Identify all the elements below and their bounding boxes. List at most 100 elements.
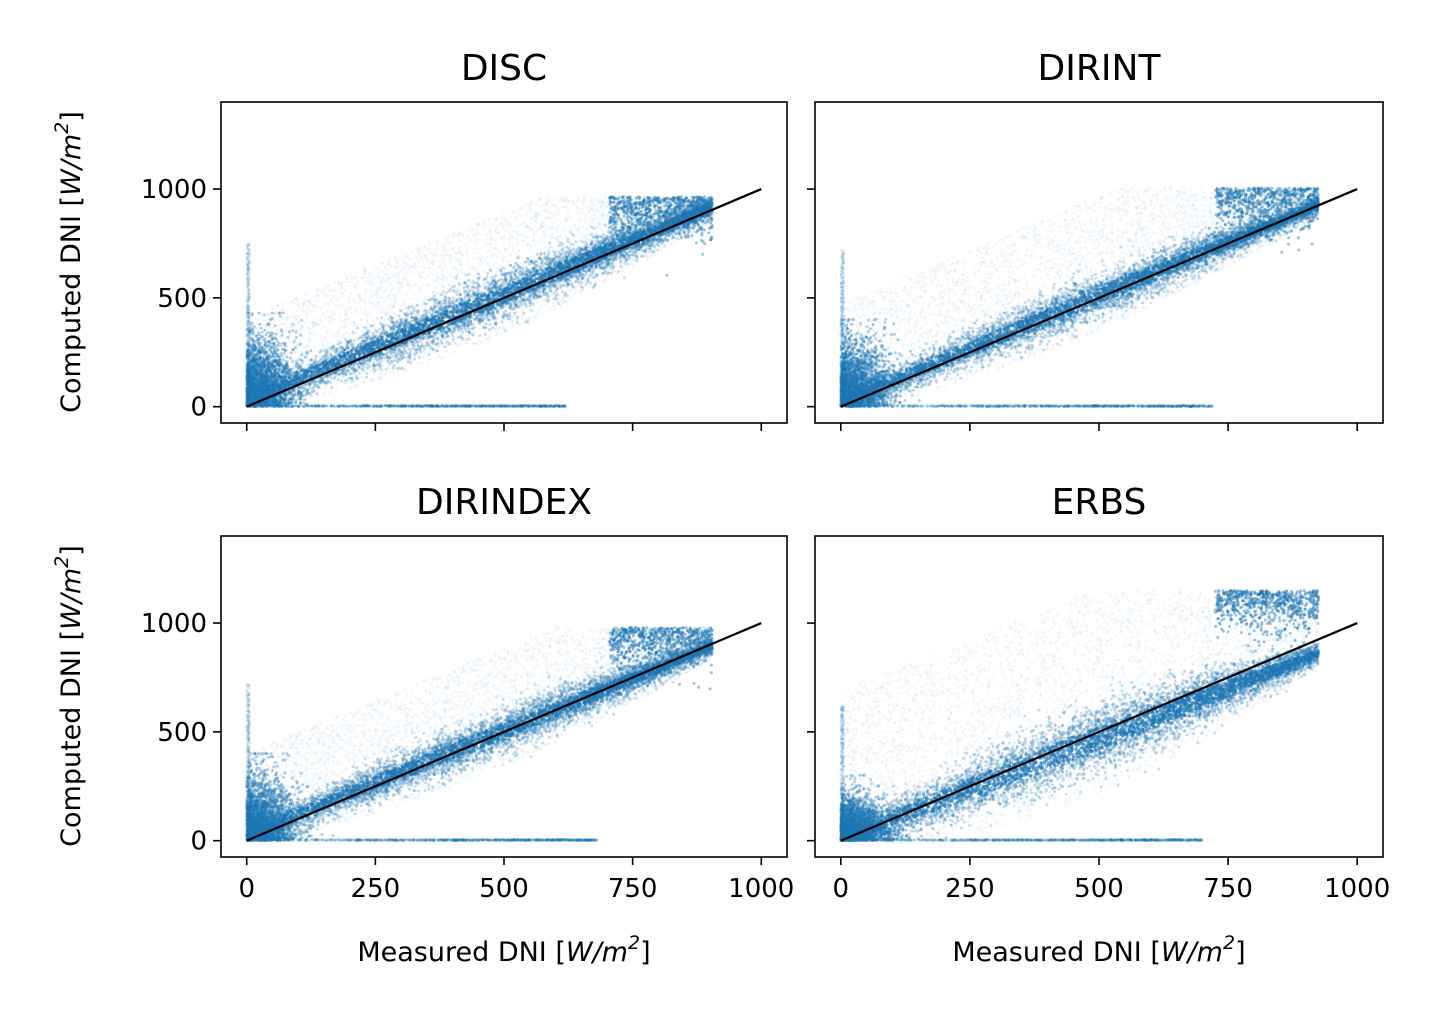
scatter-point	[486, 271, 490, 275]
scatter-point	[537, 269, 541, 273]
scatter-point	[431, 331, 435, 334]
scatter-point	[413, 348, 417, 352]
scatter-point	[476, 287, 480, 291]
scatter-point	[663, 215, 667, 219]
scatter-point	[360, 362, 363, 366]
scatter-point	[426, 343, 430, 347]
scatter-point	[404, 320, 408, 324]
scatter-point	[590, 239, 594, 243]
scatter-point	[593, 283, 597, 287]
scatter-point	[392, 364, 396, 368]
scatter-point	[660, 213, 664, 217]
scatter-point	[466, 337, 470, 341]
scatter-point	[468, 296, 472, 300]
scatter-point	[473, 326, 477, 329]
scatter-point	[434, 309, 438, 313]
scatter-point	[522, 311, 526, 315]
scatter-point	[357, 336, 361, 340]
scatter-point	[602, 236, 606, 240]
scatter-point	[660, 241, 664, 245]
scatter-point	[324, 355, 328, 359]
scatter-point	[428, 311, 432, 315]
scatter-point	[500, 304, 504, 308]
scatter-point	[502, 266, 506, 270]
scatter-point	[619, 234, 623, 238]
scatter-point	[400, 356, 404, 360]
scatter-point	[506, 272, 510, 276]
scatter-point	[430, 334, 434, 338]
scatter-point	[400, 344, 404, 348]
scatter-point	[615, 234, 618, 238]
scatter-point	[312, 360, 316, 364]
scatter-point	[280, 395, 284, 399]
scatter-point	[554, 295, 558, 298]
scatter-point	[610, 262, 614, 266]
scatter-point	[649, 239, 653, 243]
scatter-point	[565, 294, 569, 298]
scatter-point	[495, 311, 499, 315]
scatter-point	[325, 353, 329, 356]
scatter-point	[290, 388, 294, 392]
scatter-point	[521, 272, 525, 276]
scatter-point	[475, 315, 479, 319]
scatter-point	[603, 223, 607, 227]
scatter-point	[680, 204, 684, 208]
scatter-point	[399, 320, 403, 324]
scatter-point	[509, 276, 513, 280]
scatter-point	[646, 240, 649, 244]
scatter-point	[416, 317, 420, 321]
scatter-point	[542, 292, 546, 296]
scatter-point	[398, 324, 402, 328]
scatter-point	[282, 394, 286, 398]
scatter-point	[566, 255, 570, 259]
scatter-point	[662, 214, 666, 218]
scatter-point	[346, 346, 350, 350]
scatter-point	[531, 292, 535, 295]
scatter-point	[696, 196, 700, 200]
scatter-point	[646, 219, 650, 223]
scatter-point	[390, 326, 394, 330]
scatter-point	[350, 372, 354, 375]
scatter-point	[615, 254, 618, 258]
scatter-point	[321, 378, 325, 381]
scatter-point	[347, 369, 351, 373]
scatter-point	[439, 293, 443, 297]
scatter-point	[665, 238, 669, 242]
scatter-point	[601, 241, 605, 245]
scatter-point	[452, 290, 456, 294]
scatter-point	[694, 203, 698, 207]
scatter-point	[467, 272, 471, 276]
scatter-point	[561, 258, 564, 262]
scatter-point	[563, 279, 567, 283]
scatter-point	[464, 329, 468, 333]
scatter-point	[365, 359, 369, 363]
scatter-point	[378, 327, 381, 331]
scatter-point	[476, 285, 480, 289]
scatter-point	[681, 210, 685, 214]
scatter-point	[410, 339, 414, 343]
scatter-point	[358, 361, 362, 365]
scatter-point	[261, 384, 265, 387]
scatter-point	[475, 292, 479, 296]
scatter-point	[494, 320, 498, 324]
scatter-point	[625, 230, 629, 234]
scatter-point	[584, 247, 588, 251]
scatter-point	[432, 306, 436, 310]
scatter-point	[687, 227, 691, 231]
scatter-point	[570, 282, 574, 286]
scatter-point	[554, 254, 558, 258]
scatter-point	[612, 254, 616, 258]
scatter-point	[520, 273, 524, 277]
scatter-point	[619, 231, 623, 235]
scatter-point	[644, 223, 648, 227]
scatter-point	[580, 247, 584, 251]
scatter-point	[415, 303, 419, 307]
scatter-point	[544, 291, 548, 295]
scatter-point	[628, 254, 632, 257]
scatter-point	[380, 316, 384, 320]
scatter-point	[706, 200, 710, 204]
scatter-point	[320, 379, 324, 383]
scatter-point	[514, 278, 517, 282]
